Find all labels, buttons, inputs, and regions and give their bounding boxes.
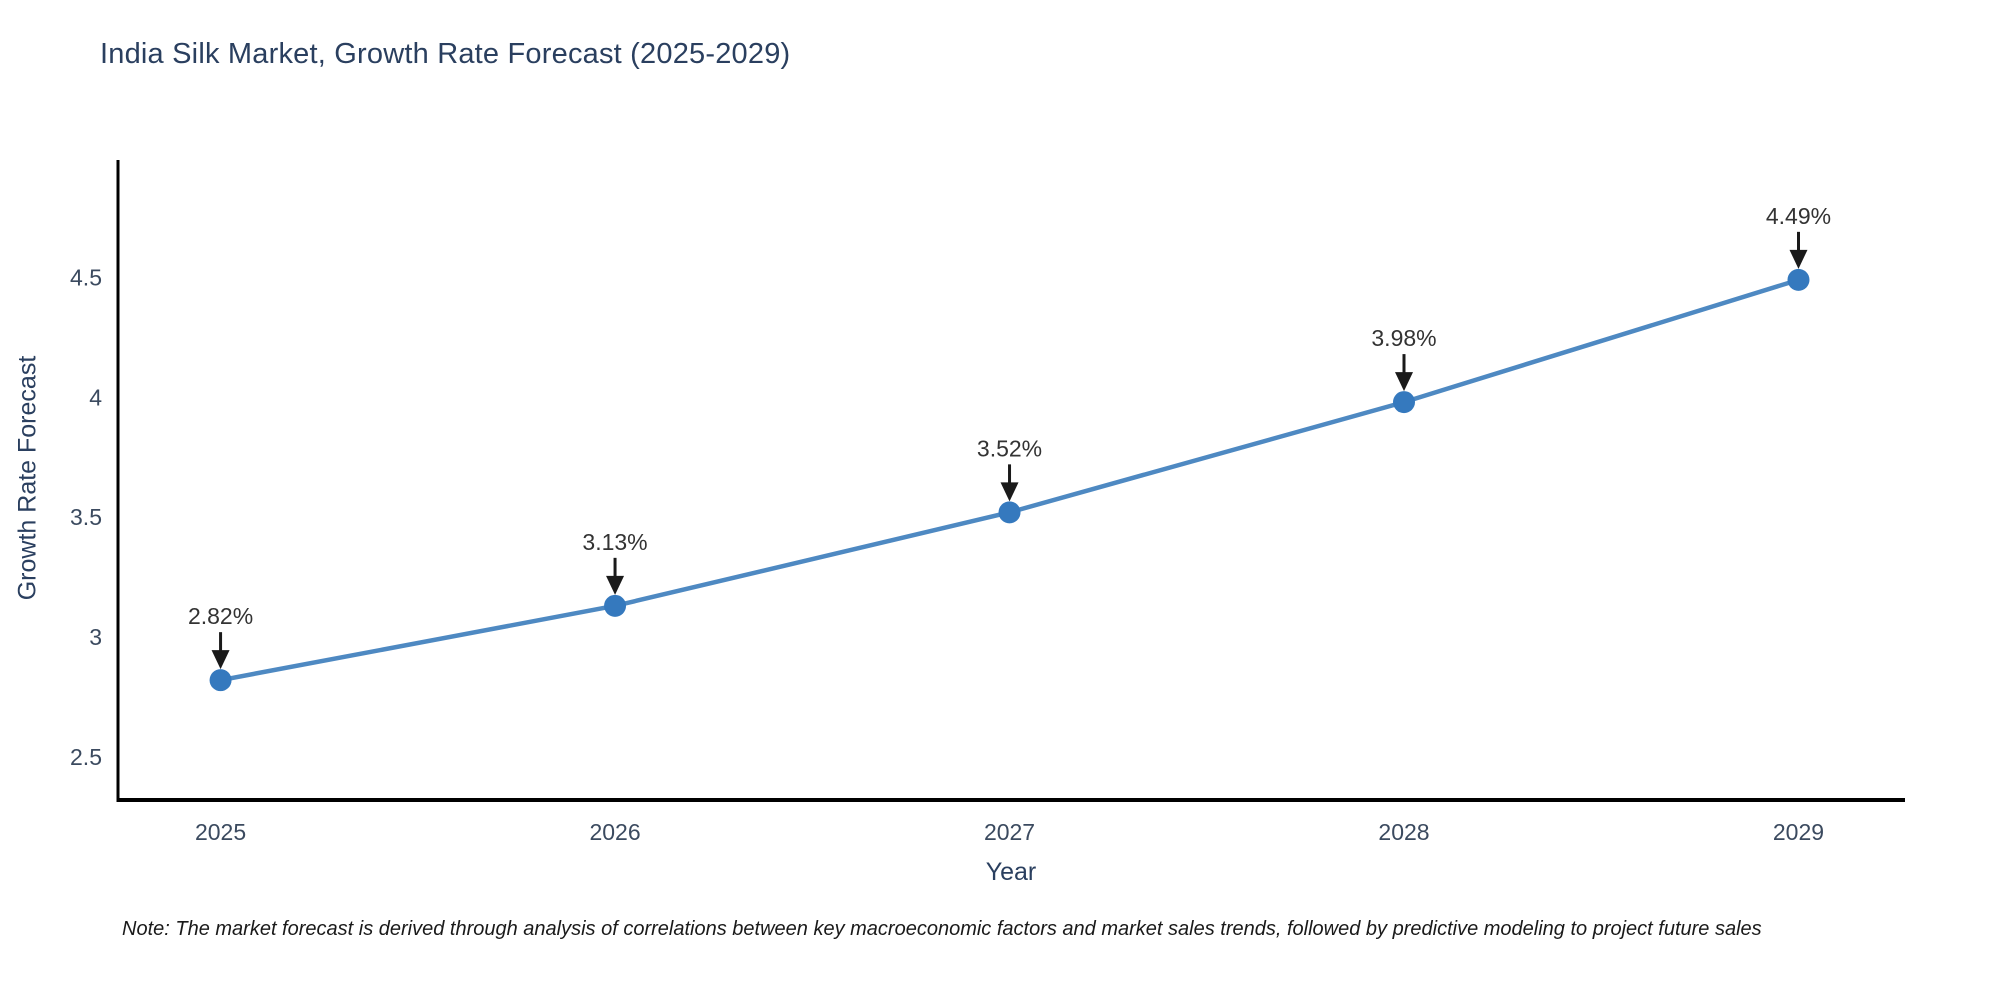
chart-title: India Silk Market, Growth Rate Forecast … — [100, 38, 791, 70]
footnote: Note: The market forecast is derived thr… — [122, 918, 1762, 940]
point-value-label: 3.52% — [977, 435, 1042, 461]
x-tick-label: 2025 — [195, 819, 246, 845]
annotation-arrow-head-icon — [1789, 249, 1808, 269]
data-point-marker[interactable] — [209, 669, 232, 692]
y-tick-label: 4 — [89, 384, 102, 410]
y-tick-label: 3.5 — [70, 504, 102, 530]
x-axis-title: Year — [985, 858, 1037, 886]
annotation-arrow-head-icon — [1395, 372, 1414, 392]
data-point-marker[interactable] — [1393, 391, 1416, 414]
y-tick-label: 3 — [89, 624, 102, 650]
data-point-marker[interactable] — [998, 501, 1021, 524]
point-value-label: 3.98% — [1371, 325, 1436, 351]
x-tick-label: 2026 — [589, 819, 640, 845]
point-value-label: 2.82% — [188, 603, 253, 629]
x-tick-label: 2028 — [1378, 819, 1429, 845]
annotation-arrow-head-icon — [211, 650, 230, 670]
x-tick-label: 2027 — [984, 819, 1035, 845]
point-value-label: 4.49% — [1766, 203, 1831, 229]
annotation-arrow-head-icon — [1000, 482, 1019, 502]
annotation-arrow-head-icon — [606, 575, 625, 595]
point-value-label: 3.13% — [582, 529, 647, 555]
data-point-marker[interactable] — [604, 594, 627, 617]
y-tick-label: 2.5 — [70, 744, 102, 770]
x-tick-label: 2029 — [1773, 819, 1824, 845]
data-point-marker[interactable] — [1787, 268, 1810, 291]
y-tick-label: 4.5 — [70, 264, 102, 290]
